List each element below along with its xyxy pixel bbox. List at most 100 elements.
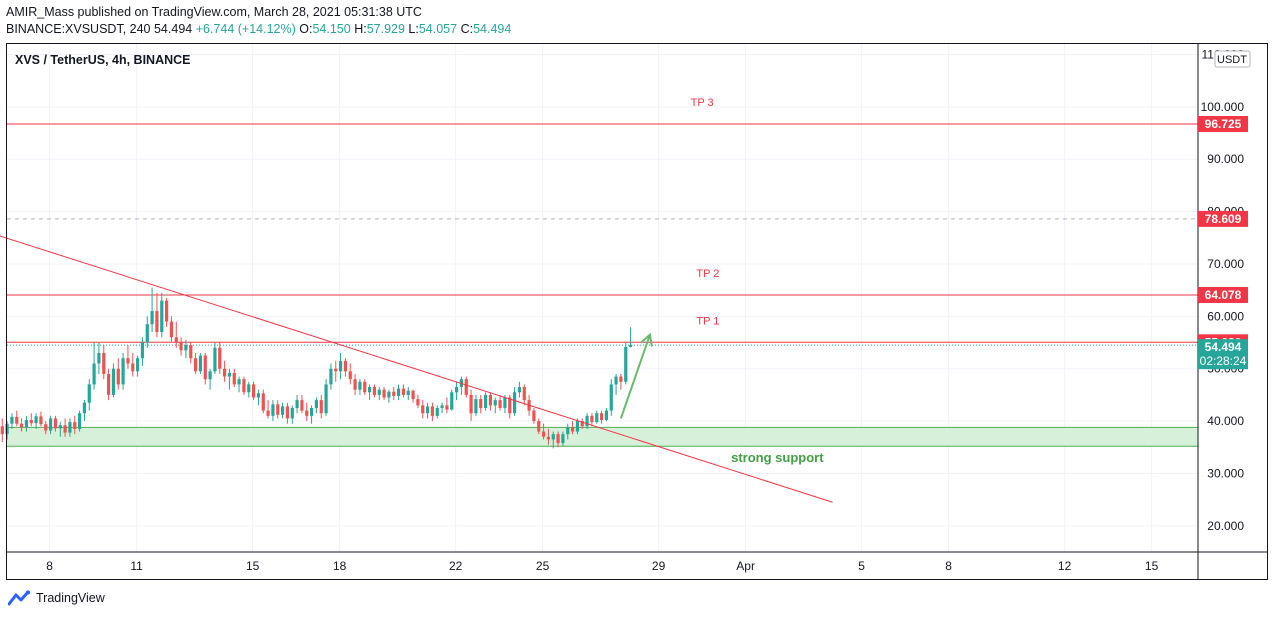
candle-body [106,373,111,395]
candle-body [203,355,207,380]
candle-body [92,363,96,385]
y-tick-label: 20.000 [1207,519,1244,533]
candle-body [445,405,449,410]
candle-body [469,394,473,414]
x-tick-label: 18 [333,559,347,573]
candle-body [450,392,454,410]
candle-body [309,407,314,416]
candle-body [82,402,87,414]
candle-body [135,358,140,372]
tradingview-logo: TradingView [8,590,105,606]
candle-body [164,300,169,322]
candle-body [377,389,381,395]
candle-body [218,347,222,369]
candle-body [595,413,599,423]
candle-body [19,423,24,428]
candle-body [421,405,425,414]
candle-body [150,311,154,325]
candle-body [155,311,159,333]
level-price-tag-text: 64.078 [1205,288,1242,302]
candle-body [537,421,541,432]
up-arrow-shaft [619,334,651,419]
candle-body [367,387,372,393]
x-tick-label: Apr [736,559,755,573]
footer-brand: TradingView [36,591,105,605]
candle-body [590,415,594,423]
publish-text: AMIR_Mass published on TradingView.com, … [6,5,422,19]
candle-body [237,379,241,385]
x-tick-label: 29 [652,559,666,573]
x-tick-label: 15 [246,559,260,573]
candle-body [512,392,517,414]
candle-body [575,421,580,432]
x-tick-label: 11 [130,559,143,573]
candle-body [358,381,362,390]
candle-body [624,346,628,382]
candle-body [208,371,212,380]
candle-body [140,342,145,359]
candle-body [329,368,333,385]
candle-body [363,381,367,393]
open-value: 54.150 [312,22,351,36]
support-zone-label: strong support [731,450,824,465]
candle-body [29,420,33,424]
candle-body [213,347,217,372]
candle-body [440,405,444,408]
x-tick-label: 5 [858,559,865,573]
candle-body [63,425,67,433]
candle-body [24,420,29,428]
level-price-tag-text: 96.725 [1205,117,1242,131]
symbol-info: BINANCE:XVSUSDT, 240 54.494 +6.744 (+14.… [6,22,511,36]
candle-body [53,418,58,429]
level-price-tag-bg [1198,115,1248,132]
candle-body [372,387,377,395]
candle-body [425,406,430,414]
candle-body [10,416,14,424]
x-tick-label: 8 [46,559,53,573]
candle-body [570,427,575,432]
current-price-tag-bg [1198,339,1248,370]
symbol-text: BINANCE:XVSUSDT, 240 [6,22,151,36]
candle-body [290,407,294,419]
candle-body [454,387,459,393]
candle-body [227,372,232,377]
candle-body [541,431,546,437]
currency-box [1214,50,1251,68]
legend-title: XVS / TetherUS, 4h, BINANCE [15,53,191,67]
candle-body [97,352,101,364]
low-label: L: [408,22,419,36]
y-tick-label: 60.000 [1207,309,1244,323]
high-label: H: [354,22,367,36]
x-tick-label: 15 [1145,559,1159,573]
x-tick-label: 8 [945,559,952,573]
y-tick-label: 70.000 [1207,257,1244,271]
chart-frame [6,43,1268,580]
y-tick-label: 40.000 [1207,414,1244,428]
candle-body [493,400,497,406]
candle-body [0,426,4,435]
candle-body [184,345,188,351]
chart-legend: XVS / TetherUS, 4h, BINANCE [15,53,191,67]
candle-body [34,416,38,424]
candle-body [5,423,9,435]
currency-label: USDT [1217,54,1247,66]
x-tick-label: 12 [1058,559,1072,573]
candle-body [44,424,48,431]
candle-body [87,384,91,403]
candle-body [479,399,483,408]
candle-body [474,399,478,414]
candle-body [280,406,285,415]
candle-body [334,368,338,372]
y-tick-label: 30.000 [1207,466,1244,480]
open-label: O: [299,22,313,36]
candle-body [121,358,125,385]
price-change: +6.744 (+14.12%) [195,22,296,36]
close-label: C: [460,22,474,36]
candle-body [585,415,589,427]
candle-body [174,337,178,343]
level-label: TP 3 [691,97,714,109]
candle-body [285,406,290,419]
candle-body [58,425,62,429]
candle-body [261,393,265,411]
